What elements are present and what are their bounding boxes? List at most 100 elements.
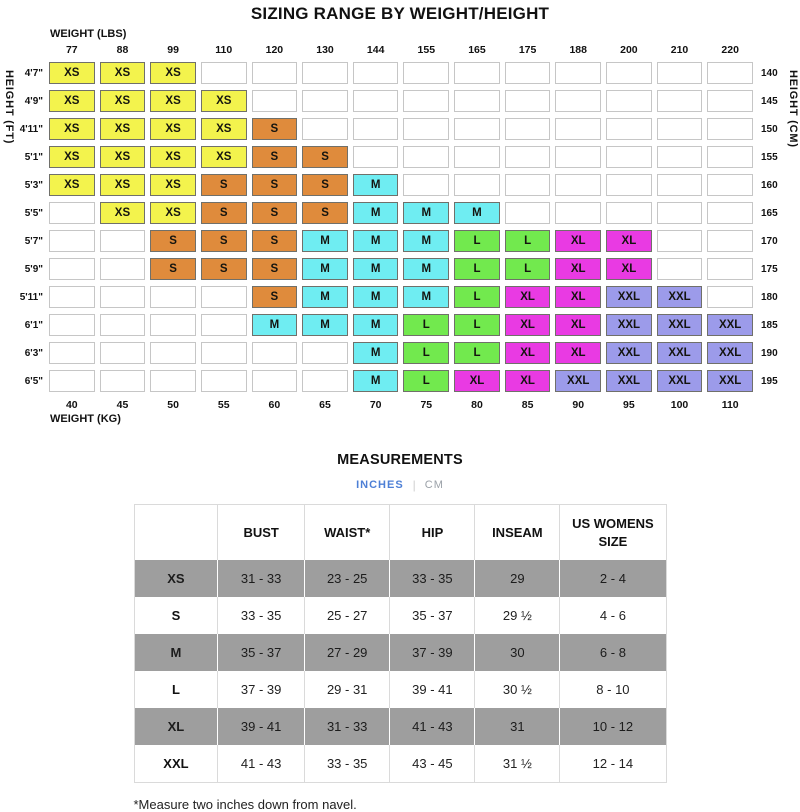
size-cell-empty	[99, 314, 146, 336]
size-cell-empty	[49, 286, 95, 308]
row-size-label: L	[134, 671, 219, 708]
height-cm-tick: 190	[760, 347, 778, 359]
size-cell-empty	[504, 174, 551, 196]
row-size-label: XL	[134, 708, 219, 745]
size-cell-empty	[251, 62, 298, 84]
size-cell-l: L	[504, 258, 551, 280]
axis-corner	[14, 43, 44, 56]
size-cell-s: S	[200, 174, 247, 196]
table-row: XL 39 - 41 31 - 33 41 - 43 31 10 - 12	[134, 708, 666, 745]
size-cell-empty	[707, 174, 753, 196]
size-cell-xs: XS	[49, 146, 95, 168]
size-cell-xl: XL	[555, 314, 602, 336]
weight-kg-tick: 40	[65, 398, 78, 411]
height-ft-axis-label: HEIGHT (FT)	[3, 70, 15, 145]
height-cm-tick: 150	[760, 123, 778, 135]
page-title: SIZING RANGE BY WEIGHT/HEIGHT	[250, 4, 550, 23]
size-cell-xxl: XXL	[656, 370, 703, 392]
size-cell-xs: XS	[200, 118, 247, 140]
size-cell-xl: XL	[504, 342, 551, 364]
size-cell-empty	[403, 62, 450, 84]
measurement-cell: 29 ½	[475, 597, 561, 634]
size-cell-m: M	[403, 230, 450, 252]
size-cell-s: S	[302, 146, 348, 168]
size-cell-xs: XS	[200, 146, 247, 168]
measurement-cell: 10 - 12	[560, 708, 666, 745]
size-cell-empty	[656, 62, 703, 84]
size-cell-l: L	[403, 370, 450, 392]
size-cell-l: L	[403, 342, 450, 364]
row-size-label: XXL	[134, 745, 219, 782]
size-cell-xxl: XXL	[555, 370, 602, 392]
size-cell-empty	[656, 146, 703, 168]
measurement-cell: 12 - 14	[560, 745, 666, 782]
size-cell-xxl: XXL	[606, 370, 652, 392]
tab-inches[interactable]: INCHES	[356, 479, 404, 491]
size-cell-empty	[99, 286, 146, 308]
size-cell-empty	[555, 90, 602, 112]
column-header: INSEAM	[475, 505, 561, 560]
size-cell-empty	[454, 62, 500, 84]
size-cell-empty	[403, 146, 450, 168]
size-cell-xl: XL	[555, 342, 602, 364]
height-cm-tick: 195	[760, 375, 778, 387]
size-cell-empty	[656, 118, 703, 140]
measurements-title: MEASUREMENTS	[337, 452, 463, 468]
size-cell-l: L	[504, 230, 551, 252]
size-cell-empty	[555, 146, 602, 168]
table-header-row: BUST WAIST* HIP INSEAM US WOMENS SIZE	[134, 505, 666, 560]
size-cell-xxl: XXL	[606, 342, 652, 364]
size-cell-m: M	[352, 286, 399, 308]
size-cell-m: M	[403, 258, 450, 280]
axis-corner	[758, 398, 792, 411]
size-cell-empty	[200, 370, 247, 392]
size-cell-empty	[504, 62, 551, 84]
size-cell-m: M	[251, 314, 298, 336]
size-cell-xs: XS	[200, 90, 247, 112]
tab-cm[interactable]: CM	[424, 479, 444, 491]
size-cell-s: S	[251, 230, 298, 252]
column-header	[134, 505, 219, 560]
measurement-cell: 39 - 41	[218, 708, 305, 745]
size-cell-s: S	[150, 258, 196, 280]
weight-lbs-tick: 99	[167, 43, 179, 56]
height-ft-tick: 5'11"	[19, 291, 43, 303]
size-cell-s: S	[251, 146, 298, 168]
measurement-cell: 23 - 25	[304, 560, 391, 597]
size-cell-empty	[707, 146, 753, 168]
size-cell-empty	[251, 342, 298, 364]
size-cell-xxl: XXL	[656, 314, 703, 336]
row-size-label: M	[134, 634, 219, 671]
size-cell-empty	[352, 118, 399, 140]
size-cell-xs: XS	[150, 90, 196, 112]
height-ft-tick: 5'9"	[24, 263, 43, 275]
size-cell-empty	[606, 118, 652, 140]
size-cell-s: S	[302, 202, 348, 224]
height-cm-axis-label: HEIGHT (CM)	[787, 70, 799, 148]
size-cell-xs: XS	[150, 62, 196, 84]
size-cell-empty	[454, 118, 500, 140]
size-cell-xxl: XXL	[606, 286, 652, 308]
size-cell-xxl: XXL	[606, 314, 652, 336]
size-cell-empty	[504, 202, 551, 224]
size-cell-empty	[555, 62, 602, 84]
measurement-cell: 25 - 27	[304, 597, 391, 634]
measurement-cell: 31 ½	[475, 745, 561, 782]
size-cell-empty	[99, 230, 146, 252]
size-cell-empty	[150, 314, 196, 336]
weight-kg-tick: 50	[167, 398, 179, 411]
height-cm-tick: 185	[760, 319, 778, 331]
size-cell-empty	[200, 342, 247, 364]
size-cell-empty	[150, 370, 196, 392]
height-ft-tick: 6'5"	[24, 375, 43, 387]
column-header: BUST	[218, 505, 305, 560]
size-cell-xl: XL	[555, 286, 602, 308]
measurement-cell: 30	[475, 634, 561, 671]
size-cell-m: M	[403, 286, 450, 308]
size-cell-xs: XS	[99, 90, 146, 112]
weight-lbs-tick: 220	[721, 43, 739, 56]
height-ft-tick: 5'7"	[24, 235, 43, 247]
size-cell-empty	[454, 90, 500, 112]
size-cell-s: S	[200, 258, 247, 280]
